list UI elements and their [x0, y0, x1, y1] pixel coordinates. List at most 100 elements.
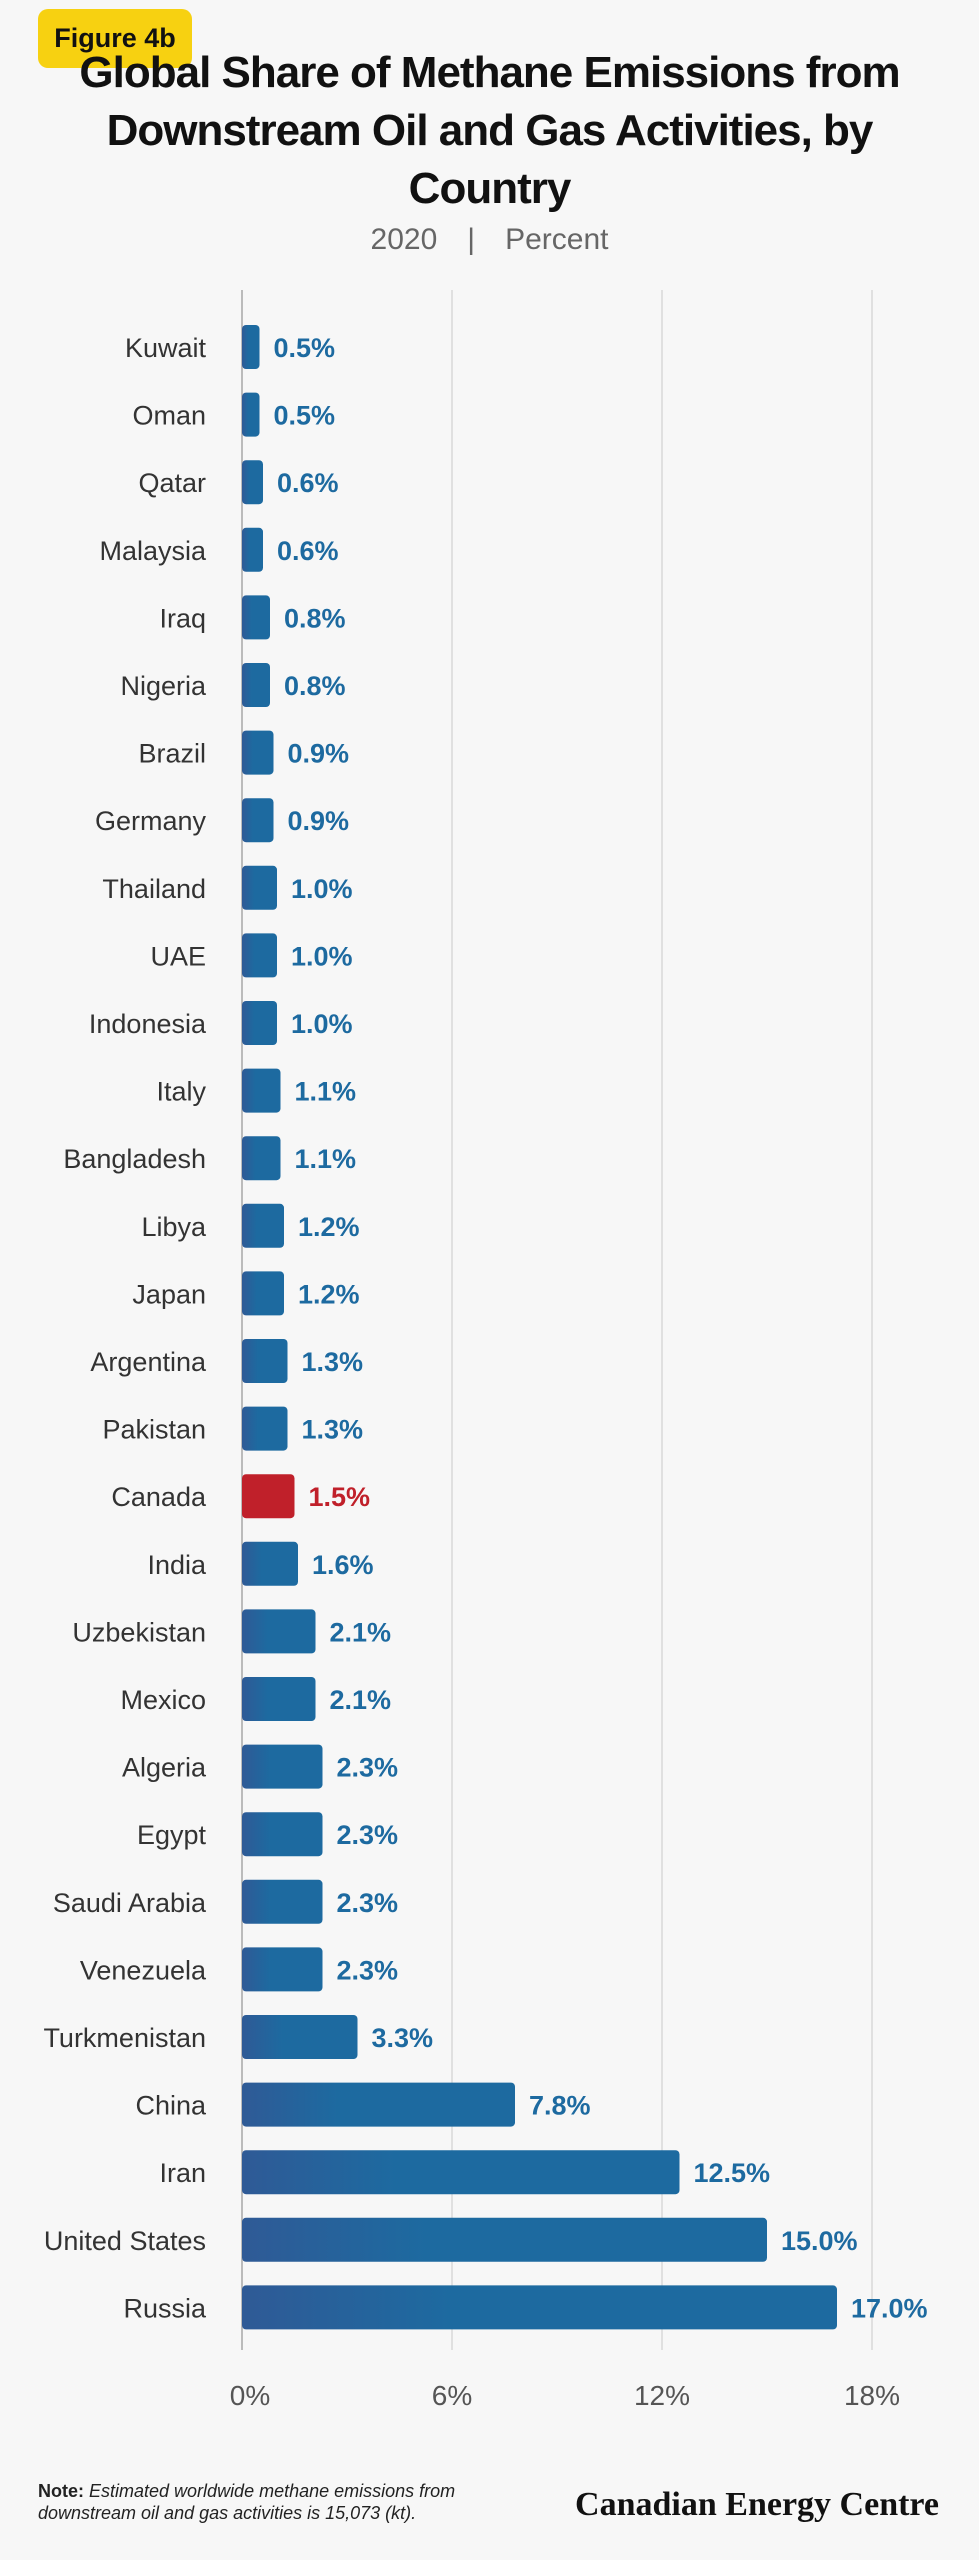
- bar: [242, 1609, 316, 1654]
- value-label: 1.3%: [302, 1415, 364, 1445]
- bar: [242, 730, 274, 775]
- value-label: 3.3%: [372, 2023, 434, 2053]
- value-label: 1.1%: [295, 1144, 357, 1174]
- bar: [242, 1744, 323, 1789]
- x-tick-label: 0%: [230, 2380, 270, 2411]
- bar: [242, 865, 277, 910]
- category-label: Argentina: [90, 1347, 207, 1377]
- category-label: Indonesia: [89, 1009, 207, 1039]
- bar: [242, 1068, 281, 1113]
- category-label: Iran: [159, 2158, 206, 2188]
- value-label: 2.1%: [330, 1617, 392, 1647]
- value-label: 0.8%: [284, 603, 346, 633]
- bar: [242, 933, 277, 978]
- bar: [242, 392, 260, 437]
- category-label: China: [135, 2091, 207, 2121]
- value-label: 12.5%: [694, 2158, 771, 2188]
- bar: [242, 1406, 288, 1451]
- category-label: Mexico: [120, 1685, 206, 1715]
- chart-title: Global Share of Methane Emissions from D…: [79, 48, 900, 213]
- value-label: 2.3%: [337, 1888, 399, 1918]
- value-label: 1.0%: [291, 941, 353, 971]
- value-label: 1.5%: [309, 1482, 371, 1512]
- bar: [242, 2150, 680, 2195]
- value-label: 2.3%: [337, 1820, 399, 1850]
- bar: [242, 1203, 284, 1248]
- value-label: 1.1%: [295, 1077, 357, 1107]
- category-label: Brazil: [138, 739, 206, 769]
- category-label: India: [147, 1550, 207, 1580]
- footnote-label: Note:: [38, 2481, 84, 2501]
- bar: [242, 2285, 837, 2330]
- bar: [242, 1677, 316, 1721]
- bar: [242, 1339, 288, 1383]
- bar: [242, 1879, 323, 1924]
- value-label: 1.0%: [291, 874, 353, 904]
- subtitle-separator: |: [467, 223, 476, 256]
- footnote: Note: Estimated worldwide methane emissi…: [38, 2480, 558, 2524]
- category-label: Turkmenistan: [43, 2023, 206, 2053]
- category-label: Germany: [95, 806, 207, 836]
- subtitle-unit: Percent: [505, 223, 609, 256]
- value-label: 0.8%: [284, 671, 346, 701]
- value-label: 2.3%: [337, 1753, 399, 1783]
- bar: [242, 595, 270, 640]
- value-label: 2.3%: [337, 1955, 399, 1985]
- bar: [242, 663, 270, 707]
- category-label: Oman: [132, 401, 206, 431]
- category-label: Canada: [111, 1482, 207, 1512]
- bar: [242, 527, 263, 572]
- bar: [242, 2082, 515, 2127]
- category-label: Pakistan: [102, 1415, 206, 1445]
- value-label: 7.8%: [529, 2091, 591, 2121]
- value-label: 15.0%: [781, 2226, 858, 2256]
- chart-subtitle: 2020 | Percent: [0, 223, 979, 257]
- footnote-text: Estimated worldwide methane emissions fr…: [38, 2481, 456, 2523]
- value-label: 1.0%: [291, 1009, 353, 1039]
- subtitle-year: 2020: [370, 223, 438, 256]
- category-label: Qatar: [138, 468, 206, 498]
- value-label: 1.2%: [298, 1279, 360, 1309]
- x-tick-label: 12%: [634, 2380, 690, 2411]
- category-label: Thailand: [102, 874, 206, 904]
- bar: [242, 325, 260, 369]
- category-label: Libya: [141, 1212, 207, 1242]
- value-label: 1.2%: [298, 1212, 360, 1242]
- bar: [242, 1947, 323, 1992]
- bar: [242, 1812, 323, 1857]
- category-label: Venezuela: [80, 1955, 207, 1985]
- value-label: 0.9%: [288, 806, 350, 836]
- category-label: Kuwait: [125, 333, 207, 363]
- value-label: 0.6%: [277, 536, 339, 566]
- value-label: 1.3%: [302, 1347, 364, 1377]
- x-tick-label: 6%: [432, 2380, 472, 2411]
- category-label: Saudi Arabia: [53, 1888, 207, 1918]
- category-label: Iraq: [159, 603, 206, 633]
- brand-logo-text: Canadian Energy Centre: [575, 2486, 939, 2523]
- value-label: 0.6%: [277, 468, 339, 498]
- bar-chart: 0% 6% 12% 18% Kuwait 0.5% Oman 0.5% Qatar 0.6% Mal…: [43, 290, 928, 2411]
- bar: [242, 1541, 298, 1586]
- bar-highlight: [242, 1474, 295, 1519]
- category-label: Malaysia: [99, 536, 207, 566]
- bar: [242, 460, 263, 505]
- category-label: Italy: [156, 1077, 206, 1107]
- category-label: Egypt: [137, 1820, 207, 1850]
- value-label: 0.5%: [274, 401, 336, 431]
- bar: [242, 1271, 284, 1316]
- value-label: 0.5%: [274, 333, 336, 363]
- value-label: 17.0%: [851, 2293, 928, 2323]
- value-label: 1.6%: [312, 1550, 374, 1580]
- category-label: UAE: [150, 941, 206, 971]
- category-label: Bangladesh: [63, 1144, 206, 1174]
- value-label: 0.9%: [288, 739, 350, 769]
- x-tick-label: 18%: [844, 2380, 900, 2411]
- category-label: Nigeria: [120, 671, 207, 701]
- bar: [242, 1001, 277, 1045]
- category-label: Algeria: [122, 1753, 207, 1783]
- bar: [242, 2217, 767, 2262]
- figure-label: Figure 4b: [38, 9, 192, 68]
- category-label: Japan: [132, 1279, 206, 1309]
- value-label: 2.1%: [330, 1685, 392, 1715]
- category-label: Russia: [123, 2293, 207, 2323]
